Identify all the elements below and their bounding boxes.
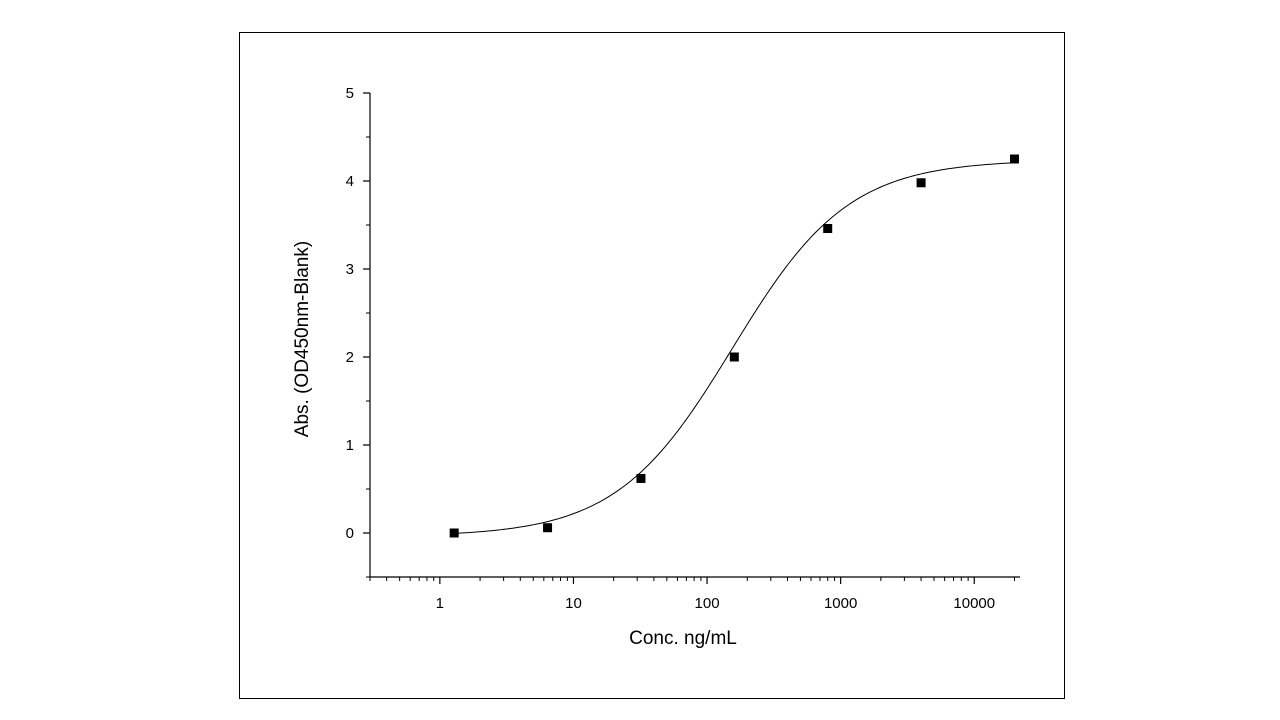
y-axis-title: Abs. (OD450nm-Blank) bbox=[292, 241, 313, 437]
data-point bbox=[729, 352, 739, 362]
data-point bbox=[636, 473, 646, 483]
fit-curve-layer bbox=[454, 162, 1015, 534]
data-point bbox=[916, 178, 926, 188]
y-tick-label: 1 bbox=[346, 437, 354, 454]
data-points bbox=[449, 154, 1019, 538]
axes bbox=[363, 92, 1020, 584]
x-tick-label: 10000 bbox=[953, 595, 995, 612]
fit-curve bbox=[454, 162, 1015, 534]
data-point bbox=[823, 224, 833, 234]
data-point bbox=[1009, 154, 1019, 164]
y-tick-label: 2 bbox=[346, 349, 354, 366]
y-tick-label: 4 bbox=[346, 173, 354, 190]
x-tick-label: 10 bbox=[565, 595, 582, 612]
y-tick-label: 3 bbox=[346, 261, 354, 278]
x-axis-title: Conc. ng/mL bbox=[629, 628, 737, 649]
x-tick-label: 1 bbox=[436, 595, 444, 612]
y-tick-label: 0 bbox=[346, 525, 354, 542]
tick-labels: 0 1 2 3 4 5 1 10 100 1000 10000 bbox=[346, 85, 995, 612]
y-tick-label: 5 bbox=[346, 85, 354, 102]
x-tick-label: 100 bbox=[695, 595, 720, 612]
x-tick-label: 1000 bbox=[824, 595, 857, 612]
data-point bbox=[449, 528, 459, 538]
chart: 0 1 2 3 4 5 1 10 100 1000 10000 Conc. ng/mL Abs. (… bbox=[292, 85, 1020, 649]
chart-frame: 0 1 2 3 4 5 1 10 100 1000 10000 Conc. ng/mL Abs. (… bbox=[239, 32, 1065, 699]
data-point bbox=[543, 523, 553, 533]
